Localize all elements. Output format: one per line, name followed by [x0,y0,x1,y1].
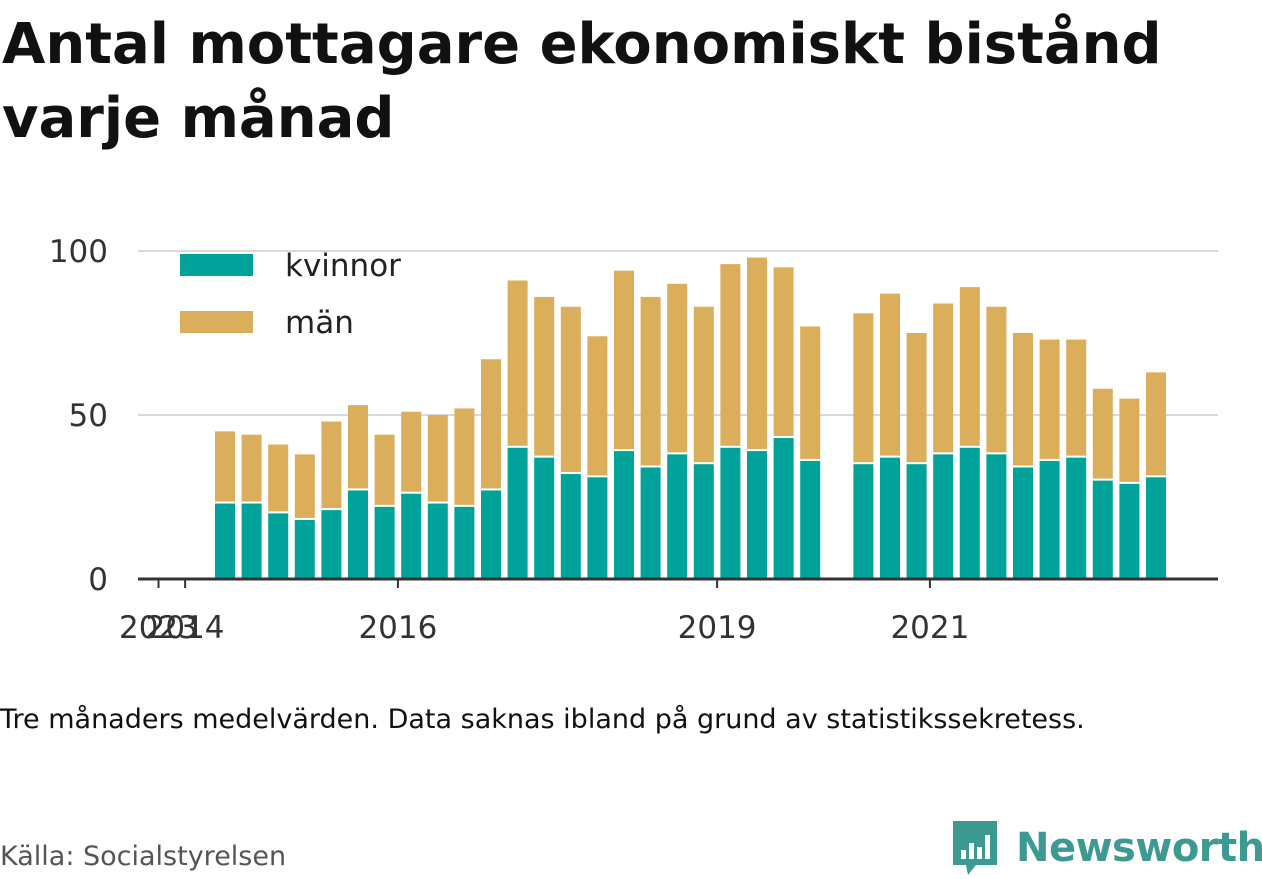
bar-man [693,306,714,463]
bar-man [667,283,688,453]
bar-kvinnor [507,447,528,579]
bars [215,257,1166,579]
bar-kvinnor [427,503,448,579]
legend-swatch [180,311,253,333]
legend-label: män [285,305,354,341]
bar-man [481,359,501,489]
bar-kvinnor [693,464,714,579]
bar-kvinnor [667,454,688,579]
bar-kvinnor [215,503,235,579]
bar-man [534,296,555,456]
bar-kvinnor [747,451,767,579]
bar-kvinnor [1146,477,1166,579]
bar-man [986,306,1007,453]
bar-man [560,306,581,473]
bar-kvinnor [1039,460,1060,579]
bar-kvinnor [481,490,501,579]
bar-man [720,264,741,446]
bar-kvinnor [880,457,900,579]
bar-man [933,303,954,453]
bar-man [507,280,528,446]
bar-man [800,326,821,459]
bar-man [1119,398,1140,482]
bar-kvinnor [348,490,368,579]
bar-kvinnor [321,510,342,579]
chart-note: Tre månaders medelvärden. Data saknas ib… [0,704,1085,735]
bar-man [401,411,422,492]
bar-man [906,333,927,463]
bar-man [1013,333,1033,466]
bar-man [454,408,475,505]
stacked-bar-chart: 0 50 100 2014 2016 2019 2021 2023 kvinnor män [49,234,1218,646]
bar-kvinnor [986,454,1007,579]
bar-kvinnor [401,493,422,579]
x-tick-label: 2016 [358,610,437,646]
newsworthy-logo-icon [953,821,997,875]
bar-man [1066,339,1087,456]
bar-kvinnor [800,460,821,579]
bar-kvinnor [720,447,741,579]
bar-kvinnor [241,503,262,579]
x-tick-label: 2014 [146,610,225,646]
bar-kvinnor [1066,457,1087,579]
bar-kvinnor [587,477,608,579]
bar-kvinnor [853,464,874,579]
bar-man [1039,339,1060,459]
bar-man [1092,388,1113,479]
bar-man [374,434,395,505]
bar-man [614,270,634,450]
source-label: Källa: Socialstyrelsen [0,841,287,872]
bar-man [1146,372,1166,476]
bar-man [321,421,342,509]
bar-kvinnor [268,513,289,579]
x-tick-label: 2021 [890,610,969,646]
newsworthy-brand[interactable]: Newsworthy [950,817,1262,879]
bar-kvinnor [560,474,581,579]
chart-title: Antal mottagare ekonomiskt bistånd varje… [2,12,1162,151]
y-tick-label: 0 [88,562,108,598]
bar-man [587,336,608,476]
bar-man [215,431,235,502]
bar-kvinnor [294,519,315,579]
bar-kvinnor [614,451,634,579]
legend: kvinnor män [180,248,401,341]
bar-kvinnor [933,454,954,579]
bar-man [268,444,289,512]
y-tick-label: 100 [49,234,108,270]
legend-swatch [180,254,253,276]
bar-kvinnor [534,457,555,579]
bar-man [348,405,368,489]
y-axis: 0 50 100 [49,234,108,598]
bar-man [640,296,661,466]
bar-kvinnor [1092,480,1113,579]
bar-man [294,454,315,518]
legend-label: kvinnor [285,248,401,284]
x-tick-label: 2019 [678,610,757,646]
bar-man [880,293,900,456]
bar-kvinnor [374,506,395,579]
bar-man [773,267,794,436]
bar-kvinnor [1013,467,1033,579]
bar-kvinnor [959,447,980,579]
bar-man [853,313,874,463]
bar-man [959,287,980,446]
bar-kvinnor [454,506,475,579]
bar-man [241,434,262,502]
bar-kvinnor [1119,483,1140,579]
bar-man [427,415,448,502]
y-tick-label: 50 [69,398,108,434]
bar-kvinnor [640,467,661,579]
x-tick-label: 2023 [119,610,198,646]
x-axis: 2014 2016 2019 2021 2023 [119,577,1218,646]
brand-name: Newsworthy [1016,825,1262,871]
bar-kvinnor [773,437,794,579]
bar-kvinnor [906,464,927,579]
bar-man [747,257,767,450]
